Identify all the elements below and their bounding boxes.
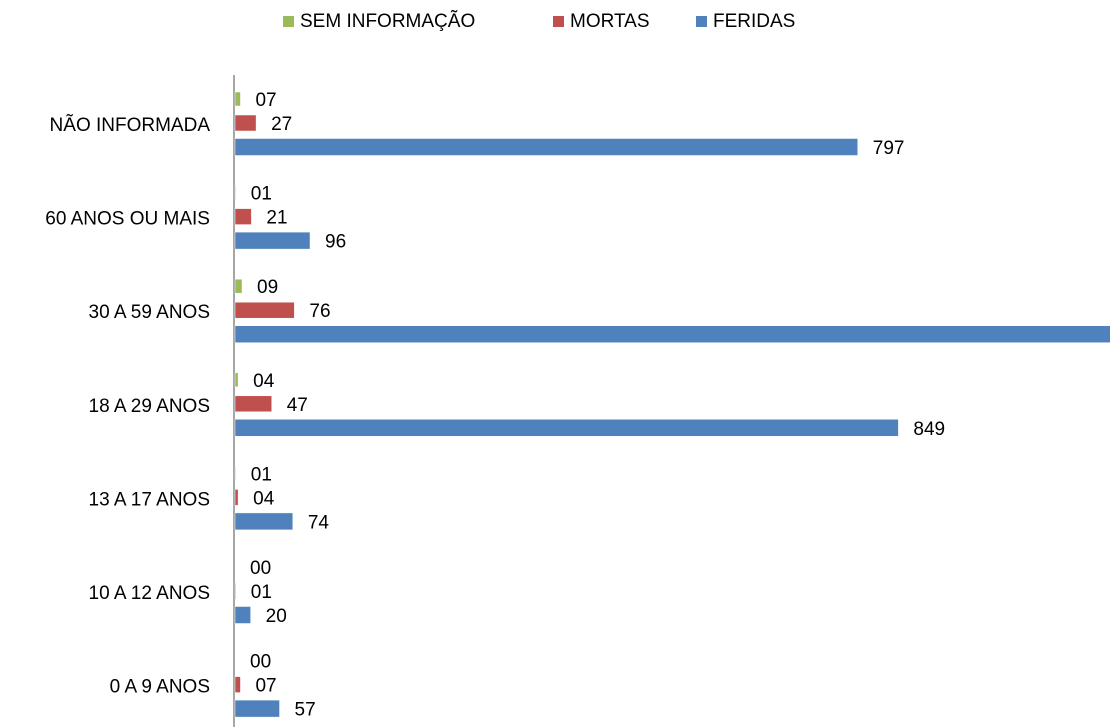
- bar: [234, 91, 241, 107]
- y-tick-label: 0 A 9 ANOS: [110, 677, 210, 698]
- value-label: 21: [266, 208, 287, 229]
- bar: [234, 466, 237, 481]
- legend-swatch: [696, 16, 707, 27]
- value-label: 96: [325, 232, 346, 253]
- value-label: 797: [873, 138, 905, 159]
- bar: [234, 114, 257, 132]
- legend-label: FERIDAS: [713, 11, 795, 32]
- value-label: 00: [250, 558, 271, 579]
- bar: [234, 325, 1110, 343]
- y-tick-label: 18 A 29 ANOS: [89, 396, 210, 417]
- y-tick-label: 10 A 12 ANOS: [89, 583, 210, 604]
- legend-label: MORTAS: [570, 11, 650, 32]
- value-label: 849: [913, 419, 945, 440]
- value-label: 76: [309, 301, 330, 322]
- y-tick-label: 13 A 17 ANOS: [89, 489, 210, 510]
- bar: [234, 489, 239, 506]
- value-label: 01: [251, 184, 272, 205]
- value-label: 09: [257, 277, 278, 298]
- bar: [234, 419, 899, 437]
- bar: [234, 582, 237, 600]
- legend-swatch: [283, 16, 294, 27]
- bar: [234, 699, 280, 718]
- y-tick-label: NÃO INFORMADA: [50, 114, 211, 136]
- value-label: 20: [266, 606, 287, 627]
- value-label: 47: [287, 395, 308, 416]
- bar: [234, 208, 252, 225]
- bar: [234, 606, 251, 624]
- bar: [234, 395, 272, 413]
- value-label: 07: [255, 676, 276, 697]
- bar: [234, 231, 311, 250]
- bar: [234, 372, 239, 388]
- value-label: 74: [308, 512, 330, 533]
- bar: [234, 676, 241, 693]
- bar: [234, 512, 294, 531]
- value-label: 04: [253, 488, 275, 509]
- y-tick-label: 30 A 59 ANOS: [89, 302, 210, 323]
- legend-label: SEM INFORMAÇÃO: [300, 10, 475, 32]
- y-tick-label: 60 ANOS OU MAIS: [45, 209, 210, 230]
- bar: [234, 278, 243, 294]
- bar: [234, 185, 237, 200]
- legend-swatch: [553, 16, 564, 27]
- bar: [234, 138, 859, 156]
- value-label: 04: [253, 371, 275, 392]
- value-label: 01: [251, 464, 272, 485]
- value-label: 01: [251, 582, 272, 603]
- value-label: 27: [271, 114, 292, 135]
- value-label: 00: [250, 652, 271, 673]
- value-label: 07: [255, 90, 276, 111]
- value-label: 57: [295, 700, 316, 721]
- bar: [234, 301, 295, 319]
